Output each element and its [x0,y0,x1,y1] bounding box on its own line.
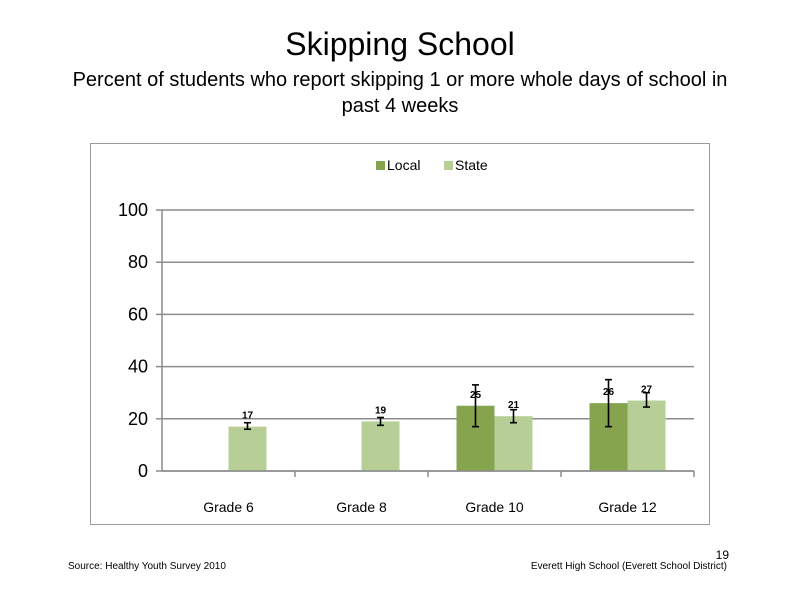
data-label: 27 [641,385,653,396]
x-tick-label: Grade 8 [336,499,387,515]
data-label: 17 [242,411,254,422]
chart-frame [90,143,710,525]
y-tick-label: 100 [118,200,148,220]
data-label: 19 [375,405,387,416]
data-label: 25 [470,390,482,401]
data-label: 26 [603,387,615,398]
x-tick-label: Grade 6 [203,499,254,515]
legend-swatch-local [376,161,385,170]
data-label: 21 [508,400,520,411]
y-tick-label: 80 [128,252,148,272]
y-tick-label: 60 [128,304,148,324]
legend-label-state: State [455,157,488,173]
slide-subtitle: Percent of students who report skipping … [72,69,728,117]
page-number: 19 [715,548,729,562]
legend-swatch-state [444,161,453,170]
x-tick-label: Grade 10 [465,499,524,515]
slide-title: Skipping School [285,26,515,62]
y-tick-label: 0 [138,461,148,481]
legend-label-local: Local [387,157,420,173]
school-note: Everett High School (Everett School Dist… [530,561,727,572]
bar-state [228,426,267,471]
y-tick-label: 40 [128,357,148,377]
bar-state [627,400,666,471]
y-tick-label: 20 [128,409,148,429]
bar-state [494,416,533,471]
bar-state [361,421,400,471]
source-note: Source: Healthy Youth Survey 2010 [68,561,226,572]
x-tick-label: Grade 12 [598,499,657,515]
